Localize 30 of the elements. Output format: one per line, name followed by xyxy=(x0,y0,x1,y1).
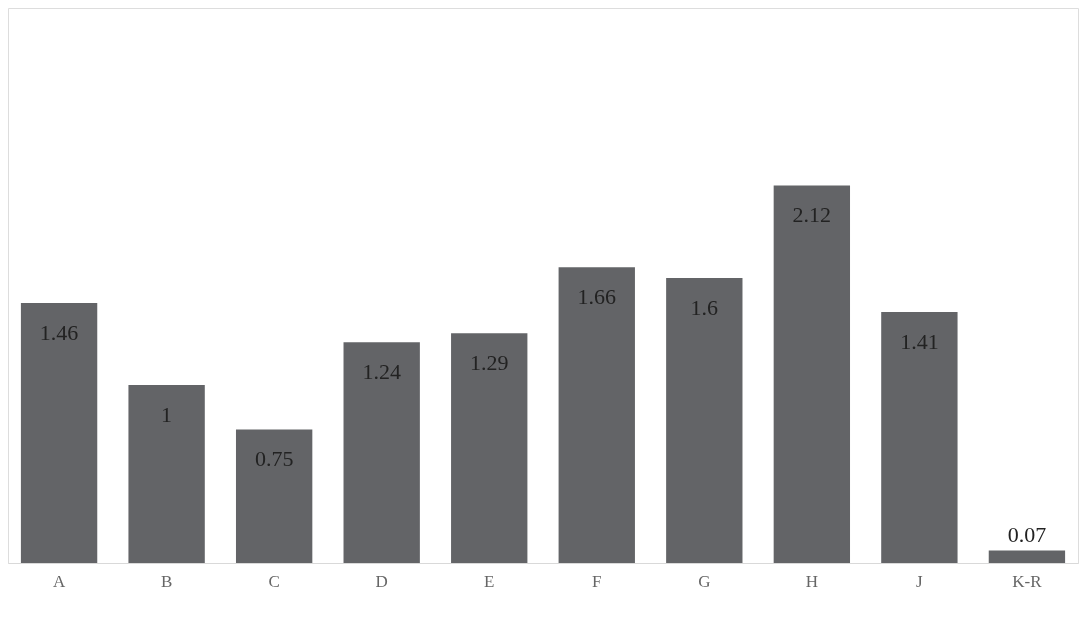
data-label: 1.24 xyxy=(362,359,401,385)
data-label: 0.07 xyxy=(1007,521,1047,547)
x-tick-label: C xyxy=(268,571,280,591)
x-tick-label: B xyxy=(160,571,173,591)
bar xyxy=(666,278,743,563)
x-tick-label: G xyxy=(698,571,711,591)
bar xyxy=(128,384,205,563)
x-tick-label: J xyxy=(916,571,924,591)
data-label: 0.75 xyxy=(254,446,294,472)
bar xyxy=(343,342,420,563)
bar xyxy=(988,550,1066,563)
x-tick-label: E xyxy=(484,571,495,591)
data-label: 1.66 xyxy=(577,284,617,310)
data-label: 1.6 xyxy=(690,295,719,321)
bar xyxy=(881,311,958,563)
data-label: 1.46 xyxy=(39,319,79,345)
data-label: 2.12 xyxy=(792,202,832,228)
bar xyxy=(558,267,635,563)
bar xyxy=(451,333,528,563)
x-tick-label: A xyxy=(52,571,66,591)
bar xyxy=(235,429,313,563)
data-label: 1 xyxy=(161,401,173,427)
data-label: 1.29 xyxy=(469,350,509,376)
x-tick-label: H xyxy=(805,571,818,591)
x-tick-label: K-R xyxy=(1012,571,1043,591)
x-tick-label: F xyxy=(592,571,602,591)
data-label: 1.41 xyxy=(900,328,939,354)
bar xyxy=(773,185,851,563)
x-tick-label: D xyxy=(375,571,388,591)
bar xyxy=(20,302,98,563)
